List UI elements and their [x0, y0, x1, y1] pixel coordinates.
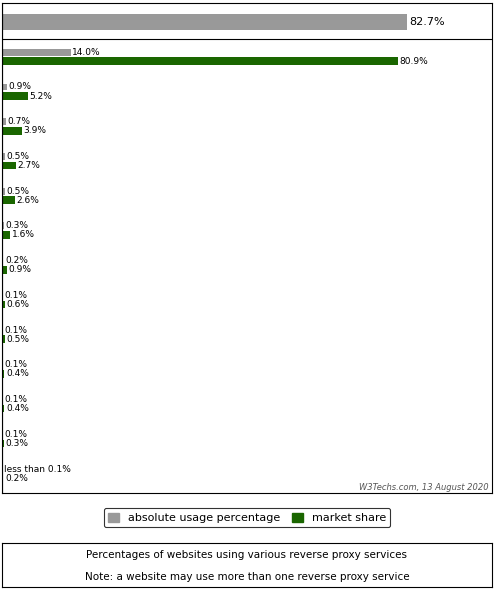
Bar: [2, 257, 3, 264]
Text: 0.7%: 0.7%: [7, 117, 30, 126]
Bar: [2, 57, 398, 65]
Bar: [2, 188, 5, 195]
Text: 0.6%: 0.6%: [7, 300, 30, 309]
Bar: [2, 440, 4, 447]
Bar: [2, 118, 6, 125]
Bar: [2, 127, 22, 135]
Bar: [2, 300, 5, 308]
Bar: [2, 335, 5, 343]
Text: 3.9%: 3.9%: [23, 126, 46, 135]
Bar: [2, 231, 10, 239]
Bar: [2, 14, 407, 30]
Text: 0.5%: 0.5%: [6, 152, 29, 161]
Text: 14.0%: 14.0%: [73, 48, 101, 57]
Bar: [2, 405, 4, 412]
Text: 1.6%: 1.6%: [12, 231, 35, 240]
Text: 0.5%: 0.5%: [6, 335, 29, 343]
Text: 0.3%: 0.3%: [5, 221, 28, 231]
Text: Note: a website may use more than one reverse proxy service: Note: a website may use more than one re…: [84, 572, 410, 582]
Bar: [2, 49, 71, 55]
Bar: [2, 162, 16, 169]
Bar: [2, 153, 5, 160]
Legend: absolute usage percentage, market share: absolute usage percentage, market share: [104, 508, 390, 527]
Bar: [2, 266, 7, 274]
Text: Percentages of websites using various reverse proxy services: Percentages of websites using various re…: [86, 550, 408, 560]
Text: 0.1%: 0.1%: [4, 291, 28, 300]
Text: 0.4%: 0.4%: [6, 369, 29, 378]
Bar: [2, 92, 28, 100]
Text: 2.6%: 2.6%: [17, 196, 40, 205]
Text: 0.5%: 0.5%: [6, 186, 29, 196]
Text: 0.2%: 0.2%: [5, 256, 28, 265]
Text: 0.9%: 0.9%: [8, 265, 31, 274]
Text: 0.2%: 0.2%: [5, 474, 28, 483]
Text: 0.1%: 0.1%: [4, 326, 28, 335]
Bar: [2, 474, 3, 482]
Text: 5.2%: 5.2%: [29, 91, 52, 100]
Text: 80.9%: 80.9%: [400, 57, 428, 66]
Text: 0.4%: 0.4%: [6, 404, 29, 413]
Text: W3Techs.com, 13 August 2020: W3Techs.com, 13 August 2020: [360, 483, 489, 491]
Bar: [2, 222, 4, 230]
Bar: [2, 196, 15, 204]
Text: 2.7%: 2.7%: [17, 161, 40, 170]
Bar: [2, 370, 4, 378]
Text: 0.1%: 0.1%: [4, 360, 28, 369]
Text: 0.1%: 0.1%: [4, 395, 28, 404]
Bar: [2, 84, 7, 90]
Text: 82.7%: 82.7%: [410, 17, 445, 27]
Text: less than 0.1%: less than 0.1%: [4, 464, 71, 474]
Text: 0.1%: 0.1%: [4, 430, 28, 439]
Text: 0.9%: 0.9%: [8, 83, 31, 91]
Text: 0.3%: 0.3%: [5, 439, 28, 448]
